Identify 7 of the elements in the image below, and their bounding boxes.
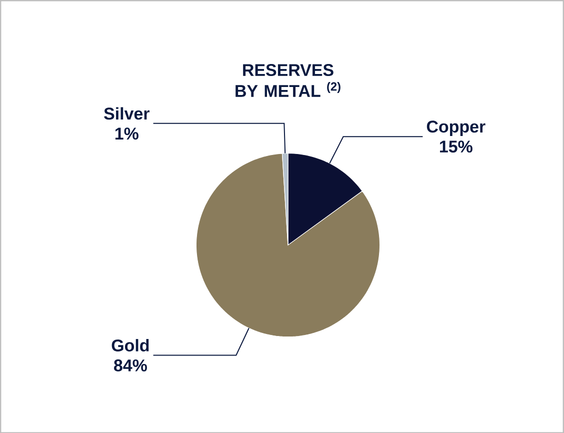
chart-title: RESERVES BY METAL $^{(2)}$: [236, 64, 340, 97]
data-label: 1%: [115, 128, 138, 140]
slice-label: Silver: [104, 107, 150, 120]
data-label: 15%: [440, 140, 472, 152]
slice-label: Gold: [112, 338, 149, 352]
slice-label: Copper: [426, 120, 486, 136]
data-label: 84%: [114, 359, 147, 372]
